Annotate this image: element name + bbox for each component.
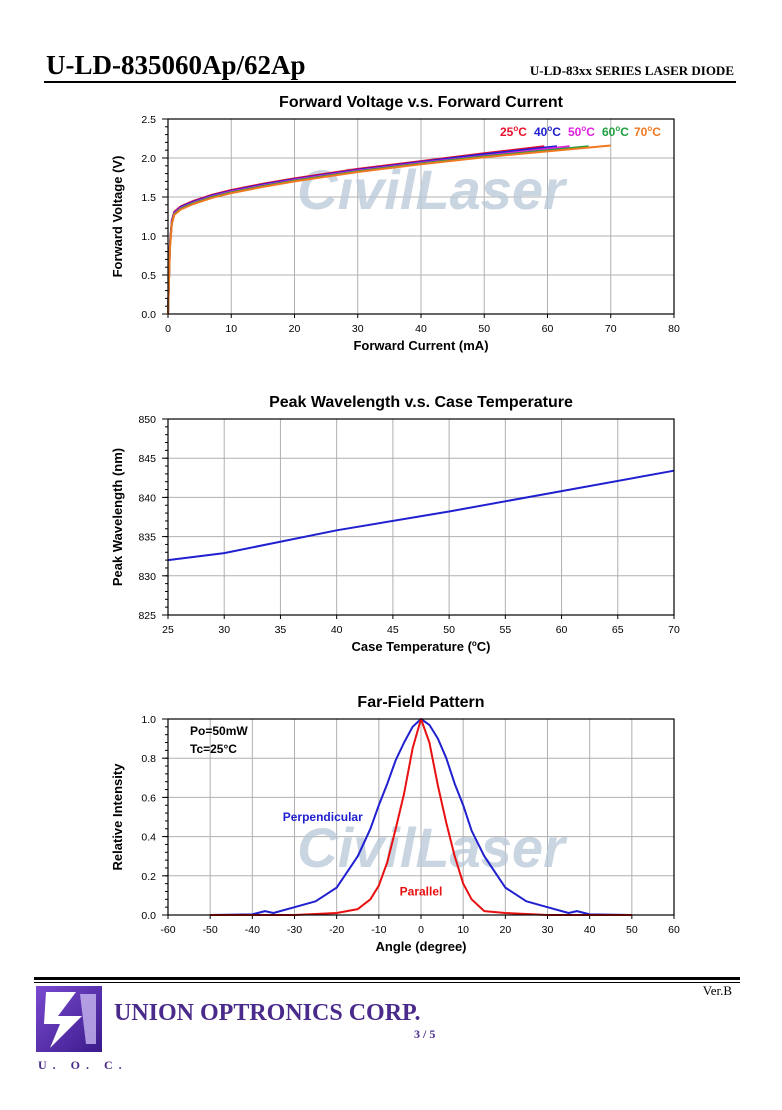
plot-frame <box>167 118 675 315</box>
logo-text: U. O. C. <box>38 1058 128 1072</box>
x-tick-label: -40 <box>245 924 260 936</box>
y-tick-label: 1.0 <box>141 714 156 726</box>
condition-power: Po=50mW <box>190 724 248 738</box>
x-tick-label: -20 <box>329 924 344 936</box>
y-tick-label: 0.6 <box>141 792 156 804</box>
x-tick-label: 50 <box>443 624 455 636</box>
x-tick-label: 60 <box>556 624 568 636</box>
x-tick-label: 40 <box>584 924 596 936</box>
x-tick-label: 50 <box>478 323 490 335</box>
chart-far-field: Far-Field Pattern CivilLaser -60 -50 -40 -30 -… <box>110 694 680 954</box>
series-line <box>167 144 611 315</box>
uoc-logo-icon <box>36 986 102 1052</box>
y-axis-label: Peak Wavelength (nm) <box>110 448 125 586</box>
y-tick-label: 830 <box>138 571 156 583</box>
x-tick-label: 70 <box>605 323 617 335</box>
label-perpendicular: Perpendicular <box>283 810 363 824</box>
x-tick-label: 30 <box>218 624 230 636</box>
header-rule <box>44 81 736 83</box>
x-axis-label: Angle (degree) <box>375 939 466 954</box>
version-label: Ver.B <box>702 983 732 998</box>
x-tick-label: 55 <box>499 624 511 636</box>
legend-40C: 40oC <box>534 124 561 139</box>
y-tick-label: 2.0 <box>141 153 156 165</box>
x-tick-label: 65 <box>612 624 624 636</box>
y-tick-label: 850 <box>138 414 156 426</box>
label-parallel: Parallel <box>400 884 443 898</box>
y-axis-label: Relative Intensity <box>110 763 125 871</box>
y-tick-label: 0.4 <box>141 832 156 844</box>
x-tick-label: 30 <box>542 924 554 936</box>
chart-title: Forward Voltage v.s. Forward Current <box>279 94 564 111</box>
x-tick-label: 35 <box>275 624 287 636</box>
chart-title: Far-Field Pattern <box>357 694 484 711</box>
y-tick-label: 835 <box>138 532 156 544</box>
x-tick-label: 60 <box>542 323 554 335</box>
x-tick-label: -60 <box>160 924 175 936</box>
chart-title: Peak Wavelength v.s. Case Temperature <box>269 394 573 411</box>
legend-60C: 60oC <box>602 124 629 139</box>
watermark-text: CivilLaser <box>297 158 568 221</box>
y-tick-label: 1.5 <box>141 192 156 204</box>
x-tick-label: 10 <box>225 323 237 335</box>
watermark-text: CivilLaser <box>297 816 568 879</box>
chart-forward-voltage: Forward Voltage v.s. Forward Current Civi… <box>110 94 680 353</box>
legend-25C: 25oC <box>500 124 527 139</box>
y-tick-label: 0.0 <box>141 309 156 321</box>
plot-frame <box>167 418 675 616</box>
y-tick-label: 0.5 <box>141 270 156 282</box>
x-tick-label: 30 <box>352 323 364 335</box>
y-tick-label: 840 <box>138 492 156 504</box>
y-tick-label: 0.8 <box>141 753 156 765</box>
y-tick-label: 845 <box>138 453 156 465</box>
x-tick-label: 70 <box>668 624 680 636</box>
y-axis-label: Forward Voltage (V) <box>110 156 125 278</box>
document-model-title: U-LD-835060Ap/62Ap <box>46 50 306 80</box>
condition-temperature: Tc=25°C <box>190 742 237 756</box>
x-axis-label: Forward Current (mA) <box>353 338 488 353</box>
chart-peak-wavelength: Peak Wavelength v.s. Case Temperature 25 3… <box>110 394 680 654</box>
x-tick-label: 80 <box>668 323 680 335</box>
document-series-title: U-LD-83xx SERIES LASER DIODE <box>529 63 734 78</box>
y-tick-label: 0.0 <box>141 910 156 922</box>
x-tick-label: -10 <box>371 924 386 936</box>
x-tick-label: 45 <box>387 624 399 636</box>
legend-50C: 50oC <box>568 124 595 139</box>
series-line <box>167 469 675 562</box>
x-tick-label: 40 <box>415 323 427 335</box>
x-tick-label: 50 <box>626 924 638 936</box>
legend-70C: 70oC <box>634 124 661 139</box>
x-tick-label: 25 <box>162 624 174 636</box>
plot-frame <box>167 718 675 916</box>
x-tick-label: -30 <box>287 924 302 936</box>
page-number: 3 / 5 <box>414 1027 436 1041</box>
x-tick-label: 0 <box>418 924 424 936</box>
x-tick-label: 40 <box>331 624 343 636</box>
y-tick-label: 1.0 <box>141 231 156 243</box>
x-tick-label: 10 <box>457 924 469 936</box>
x-tick-label: -50 <box>203 924 218 936</box>
y-tick-label: 2.5 <box>141 114 156 126</box>
x-tick-label: 20 <box>499 924 511 936</box>
footer-rule-thin <box>34 982 740 983</box>
y-tick-label: 825 <box>138 610 156 622</box>
x-axis-label: Case Temperature (oC) <box>351 639 490 654</box>
footer-rule <box>34 977 740 980</box>
x-tick-label: 60 <box>668 924 680 936</box>
x-tick-label: 20 <box>289 323 301 335</box>
company-name: UNION OPTRONICS CORP. <box>114 1000 421 1026</box>
y-tick-label: 0.2 <box>141 871 156 883</box>
x-tick-label: 0 <box>165 323 171 335</box>
